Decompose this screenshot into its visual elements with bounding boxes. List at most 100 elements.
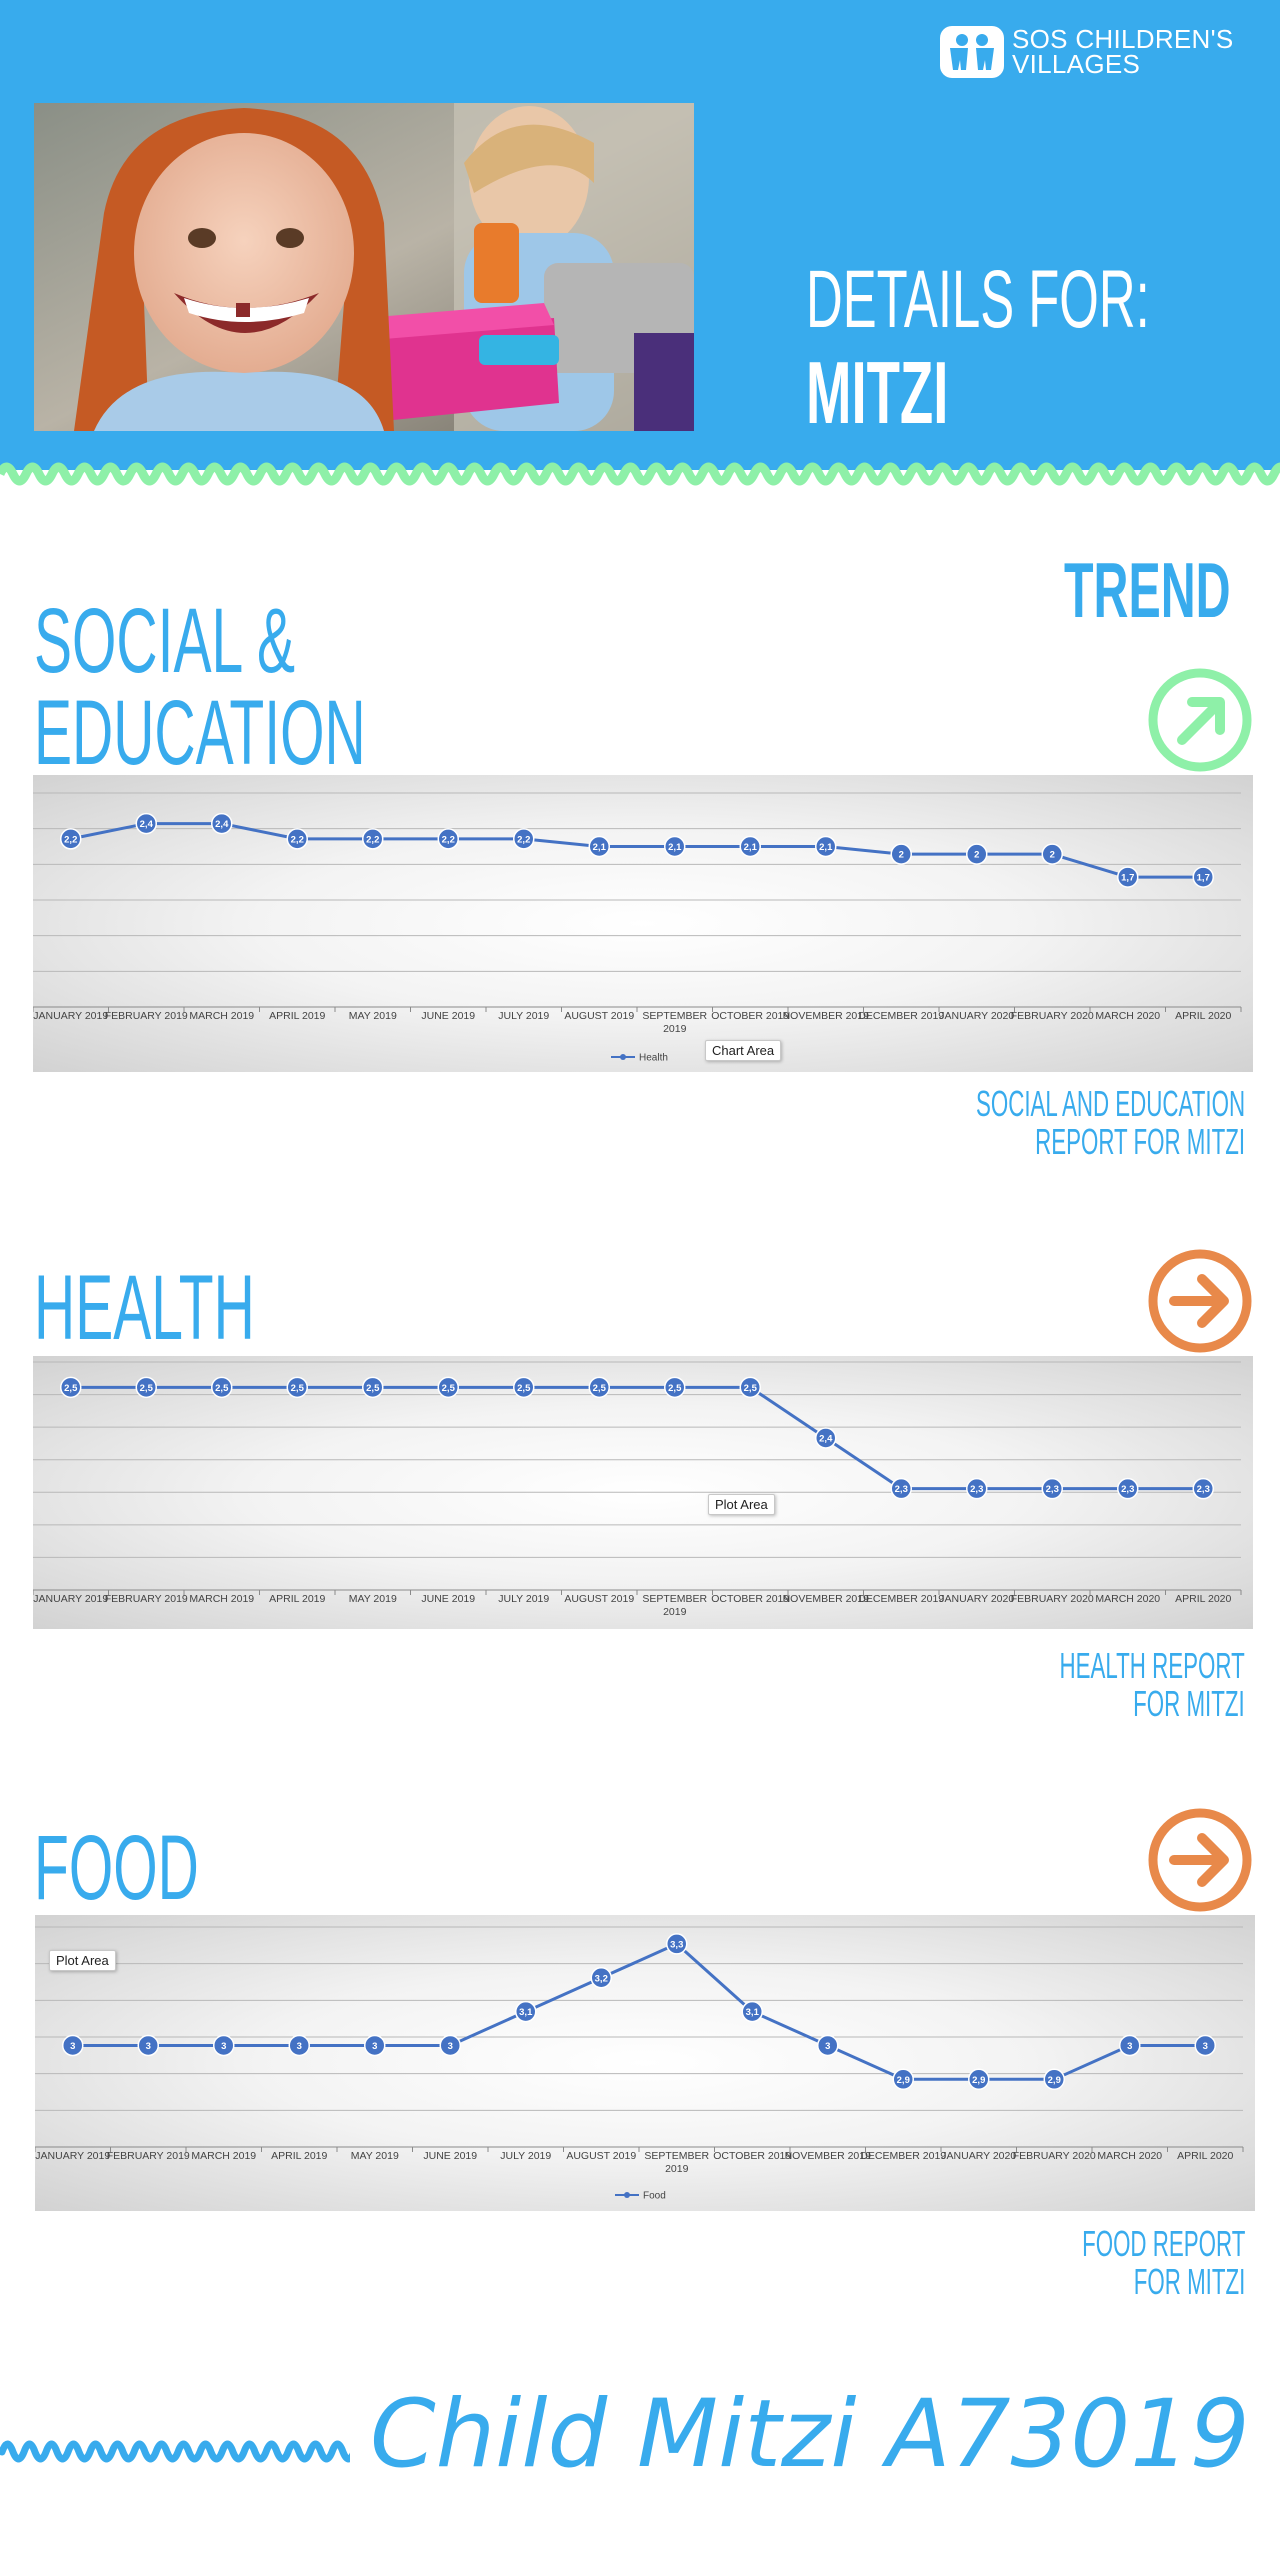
data-point — [286, 828, 308, 850]
data-point — [211, 812, 233, 835]
data-point — [137, 2034, 159, 2057]
data-label: 2,4 — [819, 1434, 833, 1445]
data-point — [588, 835, 610, 858]
x-tick-label: NOVEMBER 2019 — [783, 1010, 870, 1022]
data-point — [815, 1427, 837, 1449]
data-label: 3,1 — [519, 2007, 533, 2018]
x-tick-label: OCTOBER 2019 — [711, 1010, 789, 1022]
data-point — [588, 1376, 610, 1399]
data-point — [739, 835, 761, 858]
data-point — [513, 1376, 535, 1399]
x-tick-label: APRIL 2020 — [1177, 2150, 1233, 2162]
food-report-link[interactable]: FOOD REPORT FOR MITZI — [1082, 2225, 1245, 2301]
sos-logo[interactable]: SOS CHILDREN'S VILLAGES — [940, 24, 1234, 80]
x-tick-label: MARCH 2019 — [189, 1010, 254, 1022]
legend-label: Health — [639, 1053, 668, 1064]
data-point — [1194, 2034, 1216, 2057]
data-label: 3,2 — [595, 1973, 608, 1984]
x-tick-label: APRIL 2020 — [1175, 1010, 1231, 1022]
x-tick-label: APRIL 2020 — [1175, 1593, 1231, 1605]
data-label: 3,3 — [670, 1939, 683, 1950]
x-tick-label: JULY 2019 — [498, 1010, 549, 1022]
data-label: 2,4 — [215, 819, 229, 830]
data-label: 2,5 — [668, 1383, 682, 1394]
legend-marker — [624, 2192, 630, 2198]
x-tick-label: SEPTEMBER 2019 — [642, 1593, 707, 1618]
data-point — [741, 2000, 763, 2023]
x-tick-label: MAY 2019 — [349, 1010, 397, 1022]
x-tick-label: APRIL 2019 — [271, 2150, 327, 2162]
social-report-line2: REPORT FOR MITZI — [1035, 1121, 1245, 1162]
section-title-social-line1: SOCIAL & — [34, 590, 296, 692]
data-label: 2 — [974, 850, 979, 861]
data-point — [739, 1376, 761, 1399]
x-tick-label: SEPTEMBER 2019 — [644, 2150, 709, 2175]
x-tick-label: APRIL 2019 — [269, 1593, 325, 1605]
data-label: 2,5 — [291, 1383, 305, 1394]
data-label: 3 — [825, 2041, 830, 2052]
data-label: 3 — [372, 2041, 377, 2052]
data-point — [815, 835, 837, 858]
data-label: 3 — [146, 2041, 151, 2052]
x-tick-label: JUNE 2019 — [421, 1593, 475, 1605]
child-photo — [34, 103, 694, 431]
x-tick-label: JANUARY 2019 — [33, 1010, 108, 1022]
x-tick-label: AUGUST 2019 — [564, 1010, 634, 1022]
data-label: 2,4 — [140, 819, 154, 830]
arrow-right-icon[interactable] — [1146, 1247, 1254, 1355]
data-label: 2,9 — [972, 2075, 985, 2086]
data-point — [135, 1376, 157, 1399]
data-label: 3,1 — [746, 2007, 760, 2018]
legend-marker — [620, 1054, 626, 1060]
data-point — [437, 828, 459, 850]
data-point — [1041, 1477, 1063, 1500]
chart-tooltip: Chart Area — [705, 1040, 782, 1061]
data-label: 3 — [297, 2041, 302, 2052]
header-banner: SOS CHILDREN'S VILLAGES DETAILS FOR: MIT… — [0, 0, 1280, 470]
data-point — [1117, 1477, 1139, 1500]
x-tick-label: OCTOBER 2019 — [711, 1593, 789, 1605]
health-report-link[interactable]: HEALTH REPORT FOR MITZI — [1060, 1647, 1245, 1723]
data-point — [62, 2034, 84, 2057]
section-title-health: HEALTH — [34, 1257, 255, 1359]
data-point — [590, 1967, 612, 1989]
data-point — [966, 1477, 988, 1500]
data-point — [892, 2068, 914, 2091]
data-label: 2,1 — [593, 842, 607, 853]
child-photo-illustration — [34, 103, 694, 431]
data-point — [135, 812, 157, 835]
data-point — [1117, 866, 1139, 888]
brand-name-line2: VILLAGES — [1012, 49, 1141, 79]
data-label: 2,1 — [668, 842, 682, 853]
data-label: 2,5 — [593, 1383, 607, 1394]
x-tick-label: NOVEMBER 2019 — [785, 2150, 872, 2162]
data-point — [213, 2034, 235, 2057]
data-label: 2,1 — [744, 842, 758, 853]
section-title-social: SOCIAL & EDUCATION — [34, 595, 366, 779]
x-tick-label: MARCH 2020 — [1097, 2150, 1162, 2162]
data-point — [1119, 2034, 1141, 2057]
x-tick-label: FEBRUARY 2020 — [1013, 2150, 1096, 2162]
data-label: 2,2 — [517, 834, 530, 845]
food-report-line2: FOR MITZI — [1133, 2261, 1245, 2302]
data-label: 3 — [221, 2041, 226, 2052]
x-tick-label: AUGUST 2019 — [564, 1593, 634, 1605]
x-tick-label: MARCH 2020 — [1095, 1593, 1160, 1605]
x-tick-label: JANUARY 2019 — [33, 1593, 108, 1605]
social-education-report-link[interactable]: SOCIAL AND EDUCATION REPORT FOR MITZI — [976, 1085, 1245, 1161]
x-tick-label: FEBRUARY 2020 — [1011, 1010, 1094, 1022]
food-report-line1: FOOD REPORT — [1081, 2223, 1245, 2264]
data-label: 2,5 — [64, 1383, 78, 1394]
arrow-up-right-icon[interactable] — [1146, 666, 1254, 774]
details-label: DETAILS FOR: — [806, 254, 1150, 345]
data-point — [1041, 843, 1063, 865]
data-label: 2,9 — [1048, 2075, 1061, 2086]
data-label: 2,5 — [215, 1383, 229, 1394]
x-tick-label: MAY 2019 — [349, 1593, 397, 1605]
arrow-right-icon[interactable] — [1146, 1806, 1254, 1914]
data-point — [362, 1376, 384, 1399]
x-tick-label: MARCH 2019 — [189, 1593, 254, 1605]
x-tick-label: FEBRUARY 2019 — [105, 1593, 188, 1605]
data-point — [664, 835, 686, 858]
